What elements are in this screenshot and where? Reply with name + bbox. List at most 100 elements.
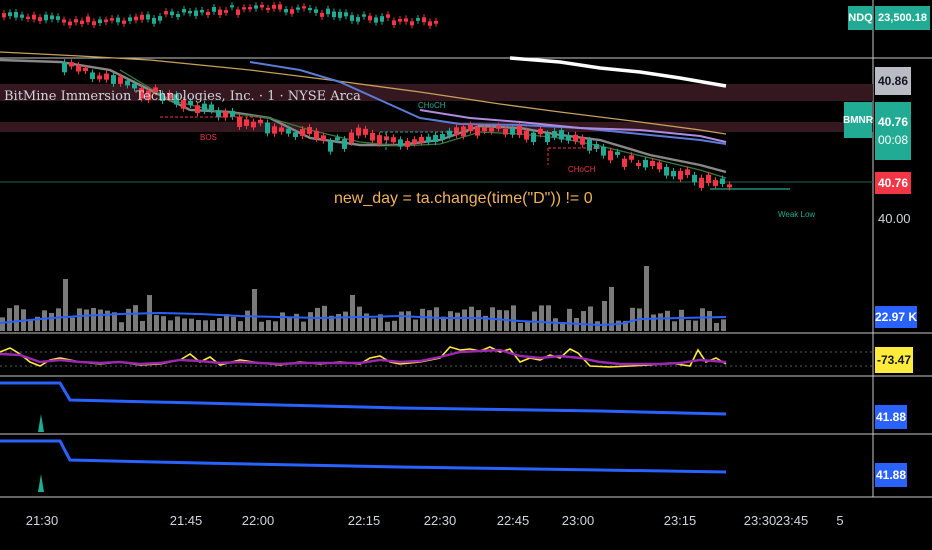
price-candle (90, 72, 95, 80)
price-candle (657, 162, 662, 170)
time-label: 5 (836, 513, 844, 528)
bmnr-symbol-tag[interactable]: BMNR (843, 102, 873, 138)
price-candle (601, 146, 606, 156)
price-candle (258, 119, 263, 124)
volume-bar (511, 305, 516, 331)
volume-bar (63, 279, 68, 331)
ndq-candle (14, 11, 18, 18)
price-candle (419, 136, 424, 143)
ndq-candle (158, 16, 162, 21)
volume-bar (525, 321, 530, 331)
supply-zones (0, 84, 873, 132)
ndq-candle (368, 15, 372, 21)
volume-bar (462, 309, 467, 331)
price-candle (510, 128, 515, 135)
volume-bar (588, 306, 593, 331)
ndq-candle (242, 7, 246, 10)
price-candle (104, 73, 109, 80)
volume-bar (301, 321, 306, 331)
price-candle (335, 137, 340, 141)
ndq-symbol-tag[interactable]: NDQ (848, 6, 873, 30)
volume-bar (14, 305, 19, 331)
volume-bar (168, 320, 173, 331)
volume-bar (119, 322, 124, 331)
ndq-candle (254, 5, 258, 9)
ndq-candle (224, 10, 228, 13)
volume-bar (154, 315, 159, 331)
volume-bar (112, 312, 117, 331)
price-candle (76, 65, 81, 72)
volume-bar (238, 321, 243, 331)
time-label: 21:45 (169, 513, 203, 528)
volume-bar (294, 313, 299, 331)
ndq-candle (260, 4, 264, 8)
price-candle (83, 67, 88, 72)
volume-bar (287, 317, 292, 331)
ndq-candle (320, 12, 324, 17)
price-candle (265, 122, 270, 134)
ndq-candle (50, 15, 54, 20)
price-candle (195, 105, 200, 114)
symbol-title[interactable]: BitMine Immersion Technologies, Inc. · 1… (4, 89, 361, 104)
volume-bar (49, 312, 54, 331)
volume-bar (693, 320, 698, 331)
volume-bar (42, 310, 47, 331)
volume-bar (518, 322, 523, 331)
ndq-candle (314, 9, 318, 13)
price-candle (111, 75, 116, 84)
price-candle (160, 93, 165, 102)
price-candle (517, 125, 522, 136)
ndq-candle (422, 17, 426, 23)
ndq-candle (62, 19, 66, 23)
ndq-candle (200, 9, 204, 13)
volume-bars (0, 266, 726, 331)
ndq-candle (344, 12, 348, 17)
volume-bar (245, 310, 250, 331)
price-candle (482, 127, 487, 132)
volume-bar (378, 314, 383, 331)
ndq-candle (230, 5, 234, 8)
time-label: 23:00 (561, 513, 595, 528)
code-annotation: new_day = ta.change(time("D")) != 0 (334, 190, 593, 207)
volume-bar (644, 266, 649, 331)
indicator1-line (0, 381, 727, 416)
price-candle (230, 110, 235, 117)
price-candle (692, 174, 697, 183)
volume-bar (280, 312, 285, 331)
price-candle (608, 150, 613, 161)
volume-bar (175, 316, 180, 331)
volume-bar (91, 307, 96, 331)
price-candle (454, 127, 459, 136)
indicator2-value-tag: 41.88 (875, 463, 907, 487)
ndq-candle (380, 16, 384, 22)
price-candle (531, 132, 536, 143)
price-candle (461, 126, 466, 137)
time-label: 22:30 (423, 513, 457, 528)
price-candle (69, 62, 74, 67)
volume-bar (581, 311, 586, 331)
volume-value-tag: 22.97 K (875, 306, 917, 328)
price-candle (559, 130, 564, 140)
price-candle (223, 111, 228, 118)
volume-bar (483, 315, 488, 331)
volume-bar (686, 320, 691, 331)
volume-bar (413, 319, 418, 331)
price-candle (272, 126, 277, 134)
ndq-candle (38, 17, 42, 22)
volume-bar (497, 309, 502, 331)
price-candle (720, 178, 725, 184)
indicator1-up-marker (38, 414, 44, 432)
price-candle (573, 134, 578, 142)
volume-bar (406, 311, 411, 331)
volume-bar (357, 306, 362, 331)
time-label: 22:45 (496, 513, 530, 528)
ndq-candle (434, 20, 438, 24)
ndq-candle (170, 11, 174, 16)
volume-bar (350, 295, 355, 331)
volume-bar (539, 305, 544, 331)
price-candle (216, 110, 221, 118)
ndq-candle (212, 7, 216, 12)
ndq-candle (404, 18, 408, 22)
volume-bar (595, 321, 600, 331)
